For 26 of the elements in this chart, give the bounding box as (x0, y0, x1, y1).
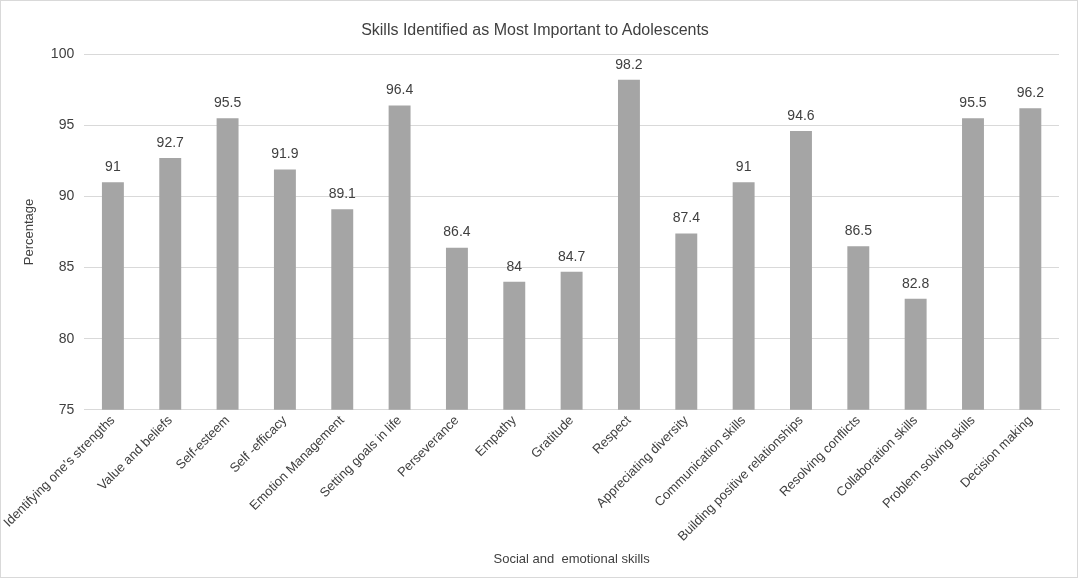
data-label: 91.9 (271, 145, 299, 162)
data-label: 84.7 (557, 247, 586, 264)
data-label: 96.4 (385, 81, 414, 98)
y-tick-label: 85 (58, 258, 75, 275)
data-label: 89.1 (328, 185, 357, 202)
y-tick-label: 90 (58, 187, 75, 204)
chart-title: Skills Identified as Most Important to Adolescents (361, 21, 709, 39)
data-label: 94.6 (787, 106, 815, 123)
data-label: 86.4 (443, 223, 471, 240)
data-label: 91 (735, 158, 752, 175)
data-label: 82.8 (902, 274, 930, 291)
data-label: 95.5 (213, 94, 242, 111)
data-label: 91 (105, 158, 121, 175)
data-label: 86.5 (844, 222, 873, 239)
data-label: 92.7 (156, 133, 185, 150)
data-label: 84 (506, 257, 523, 274)
y-tick-label: 75 (58, 400, 75, 417)
y-axis-title: Percentage (20, 198, 36, 266)
y-tick-label: 95 (58, 116, 75, 133)
data-label: 98.2 (615, 55, 643, 72)
y-tick-label: 80 (58, 329, 75, 346)
x-axis-title: Social and emotional skills (493, 550, 651, 566)
data-label: 96.2 (1016, 84, 1045, 101)
data-label: 87.4 (672, 209, 701, 226)
y-tick-label: 100 (50, 45, 75, 62)
data-label: 95.5 (959, 94, 987, 111)
